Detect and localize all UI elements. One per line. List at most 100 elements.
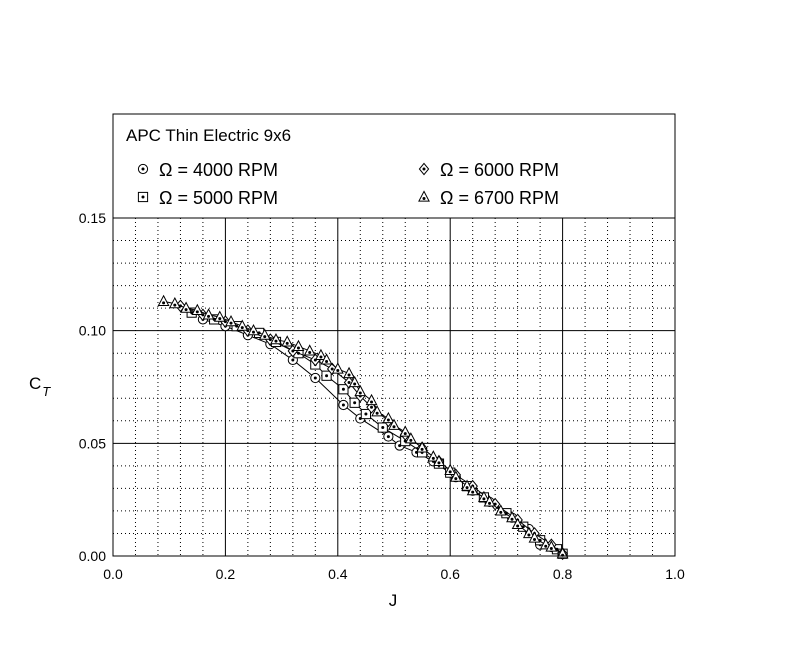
- marker-outline: [292, 339, 305, 352]
- data-point: [382, 411, 395, 424]
- data-point: [168, 296, 181, 309]
- marker-center-dot: [471, 490, 475, 494]
- marker-center-dot: [296, 346, 300, 350]
- marker-outline: [247, 323, 260, 336]
- x-tick-label: 0.2: [216, 566, 236, 582]
- marker-center-dot: [274, 339, 278, 343]
- minor-grid: [113, 218, 675, 556]
- data-point: [371, 405, 384, 417]
- marker-center-dot: [229, 321, 233, 325]
- marker-center-dot: [325, 374, 329, 378]
- marker-outline: [303, 344, 316, 356]
- marker-center-dot: [330, 367, 334, 371]
- marker-center-dot: [527, 533, 531, 537]
- data-point: [315, 348, 327, 361]
- data-point: [477, 490, 490, 503]
- marker-center-dot: [336, 368, 340, 372]
- marker-center-dot: [173, 303, 177, 307]
- marker-center-dot: [422, 167, 426, 171]
- data-point: [225, 314, 237, 327]
- marker-center-dot: [510, 517, 514, 521]
- marker-center-dot: [325, 359, 329, 363]
- legend-marker: [137, 163, 149, 175]
- marker-center-dot: [347, 373, 351, 377]
- marker-center-dot: [465, 486, 469, 490]
- marker-center-dot: [375, 411, 379, 415]
- data-point: [466, 483, 479, 496]
- data-point: [349, 397, 360, 408]
- marker-outline: [371, 405, 384, 417]
- legend-label: Ω = 4000 RPM: [159, 160, 278, 180]
- data-point: [427, 450, 440, 462]
- marker-outline: [483, 495, 496, 507]
- marker-center-dot: [403, 432, 407, 436]
- data-point: [310, 372, 321, 384]
- data-point: [416, 441, 429, 453]
- data-point: [545, 540, 558, 552]
- marker-center-dot: [549, 546, 553, 550]
- marker-outline: [281, 335, 294, 347]
- marker-center-dot: [381, 426, 385, 430]
- legend-box: [112, 113, 676, 219]
- legend-marker: [137, 191, 149, 203]
- marker-center-dot: [341, 403, 345, 407]
- marker-outline: [416, 441, 429, 453]
- data-point: [506, 511, 518, 523]
- legend-marker: [418, 190, 430, 202]
- data-point: [494, 504, 507, 516]
- marker-outline: [528, 531, 541, 543]
- marker-center-dot: [499, 510, 503, 514]
- legend-item: Ω = 4000 RPM: [137, 160, 278, 180]
- data-point: [388, 418, 400, 430]
- marker-center-dot: [252, 330, 255, 334]
- data-point: [320, 353, 333, 365]
- marker-center-dot: [218, 317, 222, 321]
- marker-center-dot: [353, 401, 357, 405]
- legend-item: Ω = 6700 RPM: [418, 188, 559, 208]
- marker-center-dot: [533, 537, 536, 541]
- data-point: [404, 432, 417, 444]
- x-tick-label: 0.6: [440, 566, 460, 582]
- data-point: [281, 335, 294, 347]
- marker-outline: [202, 308, 215, 320]
- series-layer: [157, 294, 569, 561]
- marker-center-dot: [240, 326, 244, 330]
- x-tick-label: 0.4: [328, 566, 348, 582]
- marker-outline: [331, 362, 344, 374]
- legend-label: Ω = 6700 RPM: [440, 188, 559, 208]
- data-point: [449, 470, 462, 482]
- legend-item: Ω = 5000 RPM: [137, 188, 278, 208]
- major-grid: [113, 218, 675, 556]
- marker-center-dot: [482, 497, 486, 501]
- marker-center-dot: [285, 341, 289, 345]
- marker-outline: [444, 463, 457, 475]
- marker-center-dot: [392, 425, 396, 429]
- marker-outline: [427, 450, 440, 462]
- marker-center-dot: [263, 335, 267, 339]
- marker-center-dot: [291, 358, 295, 362]
- legend-marker: [418, 162, 430, 176]
- x-tick-label: 0.0: [103, 566, 123, 582]
- marker-outline: [511, 517, 524, 530]
- marker-outline: [388, 418, 400, 430]
- data-point: [483, 495, 496, 507]
- y-tick-label: 0.00: [79, 548, 106, 564]
- data-point: [247, 323, 260, 336]
- marker-outline: [404, 432, 417, 444]
- data-point: [461, 479, 473, 491]
- data-point: [202, 308, 215, 320]
- data-point: [511, 517, 524, 530]
- plot-frame: [112, 217, 676, 557]
- marker-center-dot: [370, 405, 374, 409]
- marker-center-dot: [420, 447, 424, 451]
- data-point: [331, 362, 344, 374]
- marker-outline: [354, 384, 367, 397]
- marker-center-dot: [370, 400, 374, 404]
- legend: Ω = 4000 RPM Ω = 5000 RPM Ω = 6000 RPM Ω = …: [137, 160, 559, 208]
- marker-center-dot: [184, 308, 188, 312]
- marker-outline: [494, 504, 507, 516]
- chart-title: APC Thin Electric 9x6: [126, 126, 291, 145]
- marker-outline: [213, 310, 226, 322]
- marker-outline: [168, 296, 181, 309]
